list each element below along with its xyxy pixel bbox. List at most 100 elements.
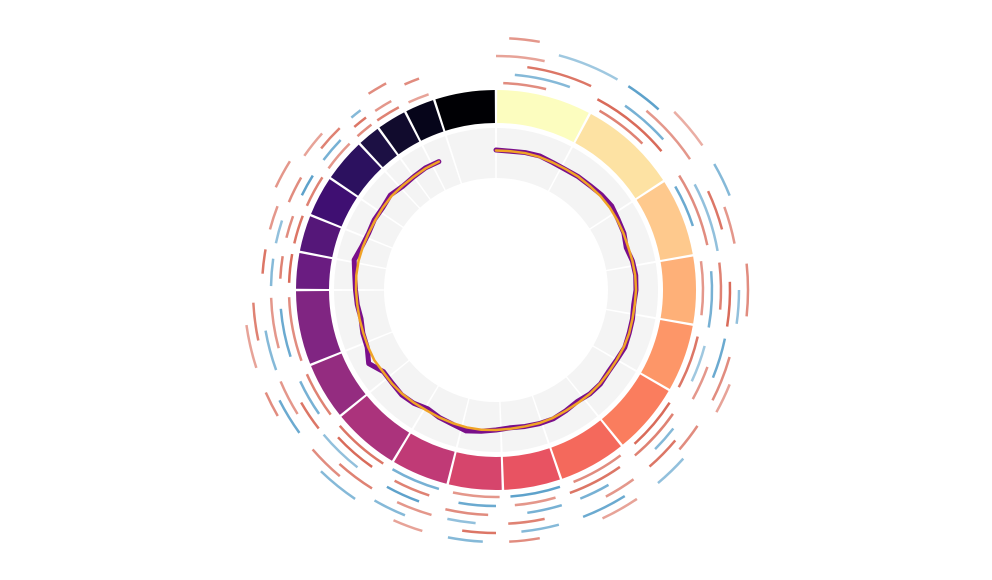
- feature-arc: [627, 85, 660, 111]
- track-background: [500, 396, 548, 452]
- feature-arc: [300, 401, 320, 430]
- feature-arc: [407, 93, 430, 104]
- feature-arc: [279, 308, 292, 358]
- segment: [660, 256, 696, 324]
- feature-arc: [353, 116, 367, 128]
- feature-arc: [673, 110, 704, 147]
- feature-arc: [579, 483, 610, 500]
- feature-arc: [582, 495, 626, 519]
- feature-arc: [305, 176, 324, 207]
- feature-arc: [447, 536, 483, 543]
- feature-arc: [690, 345, 706, 382]
- feature-arc: [725, 281, 732, 327]
- feature-arc: [264, 330, 278, 371]
- feature-arc: [514, 496, 556, 507]
- feature-arc: [274, 220, 284, 244]
- feature-arc: [285, 215, 295, 239]
- feature-arc: [293, 215, 304, 244]
- feature-arc: [654, 427, 675, 450]
- segment: [299, 216, 341, 258]
- feature-arc: [624, 104, 665, 141]
- segment: [360, 128, 398, 168]
- feature-arc: [634, 413, 674, 457]
- track-background: [362, 172, 420, 227]
- feature-arc: [303, 132, 324, 157]
- feature-arc: [458, 501, 497, 508]
- feature-arc: [278, 399, 301, 434]
- feature-arc: [252, 302, 260, 341]
- feature-arc: [508, 517, 545, 525]
- feature-arc: [509, 37, 540, 44]
- feature-arc: [745, 263, 750, 317]
- segment: [601, 374, 669, 445]
- feature-arc: [269, 297, 280, 349]
- feature-arc: [274, 160, 291, 188]
- feature-arc: [367, 82, 387, 95]
- feature-arc: [374, 99, 392, 112]
- feature-arc: [269, 258, 275, 287]
- track-background: [446, 128, 496, 184]
- feature-arc: [510, 485, 561, 498]
- feature-arc: [569, 465, 621, 495]
- segment: [497, 90, 589, 143]
- data-line: [354, 149, 638, 432]
- segment: [641, 320, 693, 389]
- segment: [394, 433, 455, 484]
- feature-arc: [514, 73, 571, 89]
- feature-arc: [691, 366, 709, 400]
- feature-arc: [327, 142, 351, 170]
- feature-arc: [268, 205, 279, 230]
- track-background: [334, 260, 386, 290]
- feature-arc: [601, 497, 638, 520]
- segment: [435, 90, 495, 131]
- segment: [448, 452, 502, 490]
- segment: [296, 291, 341, 364]
- feature-arc: [677, 336, 699, 388]
- track-background: [457, 398, 501, 452]
- feature-arc: [678, 425, 699, 451]
- feature-arc: [645, 109, 692, 160]
- segment: [575, 113, 664, 199]
- feature-arc: [693, 183, 719, 252]
- segment: [636, 182, 693, 260]
- segment: [502, 448, 560, 490]
- feature-arc: [713, 163, 731, 197]
- segment: [296, 253, 332, 289]
- track-background: [337, 230, 392, 268]
- segment: [551, 420, 621, 479]
- feature-arc: [657, 457, 685, 485]
- feature-arc: [394, 479, 430, 497]
- feature-arc: [707, 271, 714, 328]
- feature-arc: [718, 262, 723, 310]
- feature-arc: [356, 123, 373, 138]
- track-background: [606, 262, 658, 318]
- feature-arc: [392, 519, 423, 533]
- feature-arc: [462, 529, 497, 535]
- feature-arc: [605, 478, 635, 498]
- feature-arc: [322, 433, 359, 469]
- feature-arc: [299, 380, 321, 415]
- feature-arc: [452, 491, 500, 499]
- feature-arc: [287, 253, 294, 283]
- feature-arc: [261, 249, 267, 274]
- feature-arc: [279, 256, 284, 279]
- feature-arc: [495, 54, 545, 63]
- feature-arc: [337, 436, 373, 468]
- feature-arc: [376, 106, 400, 122]
- feature-arc: [300, 174, 314, 196]
- feature-arc: [320, 470, 356, 500]
- feature-arc: [711, 338, 727, 379]
- feature-arc: [445, 508, 489, 517]
- track-background: [423, 136, 461, 190]
- track-background: [496, 128, 572, 191]
- feature-arc: [287, 176, 303, 203]
- feature-arc: [715, 383, 731, 413]
- feature-arc: [678, 174, 709, 246]
- feature-arc: [403, 77, 420, 86]
- segment: [379, 112, 420, 155]
- track-background: [346, 332, 409, 392]
- feature-arc: [674, 185, 695, 227]
- feature-arc: [311, 448, 341, 478]
